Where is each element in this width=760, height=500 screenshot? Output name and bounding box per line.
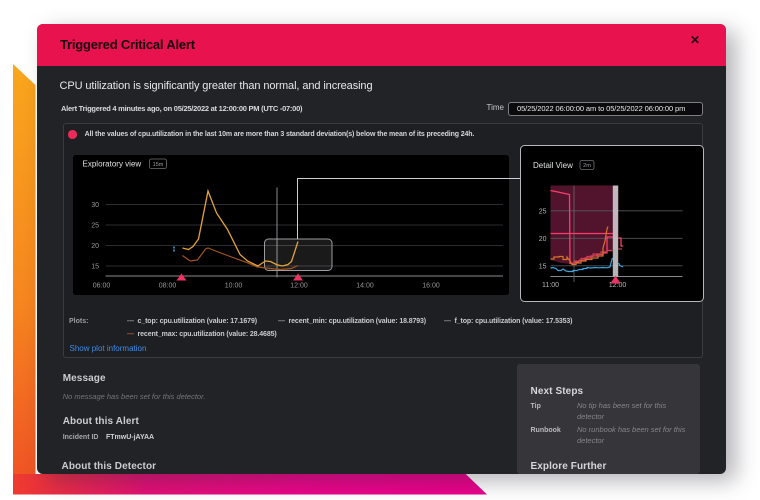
svg-text:15: 15 — [539, 263, 547, 270]
svg-text:2m: 2m — [583, 163, 591, 169]
svg-text:10:00: 10:00 — [224, 282, 242, 289]
svg-text:14:00: 14:00 — [356, 282, 374, 289]
svg-text:Detail View: Detail View — [533, 161, 573, 170]
svg-text:25: 25 — [91, 222, 99, 229]
svg-text:16:00: 16:00 — [422, 282, 440, 289]
svg-text:08:00: 08:00 — [158, 282, 176, 289]
svg-text:20: 20 — [91, 243, 99, 250]
svg-text:06:00: 06:00 — [92, 282, 110, 289]
svg-text:12:00: 12:00 — [290, 282, 308, 289]
svg-text:11:00: 11:00 — [542, 282, 559, 289]
svg-text:Exploratory view: Exploratory view — [82, 159, 141, 168]
svg-text:30: 30 — [91, 202, 99, 209]
svg-text:25: 25 — [539, 208, 547, 215]
svg-text:15: 15 — [91, 263, 99, 270]
svg-text:15m: 15m — [152, 161, 163, 167]
svg-text:12:00: 12:00 — [609, 282, 627, 289]
svg-text:20: 20 — [539, 236, 547, 243]
